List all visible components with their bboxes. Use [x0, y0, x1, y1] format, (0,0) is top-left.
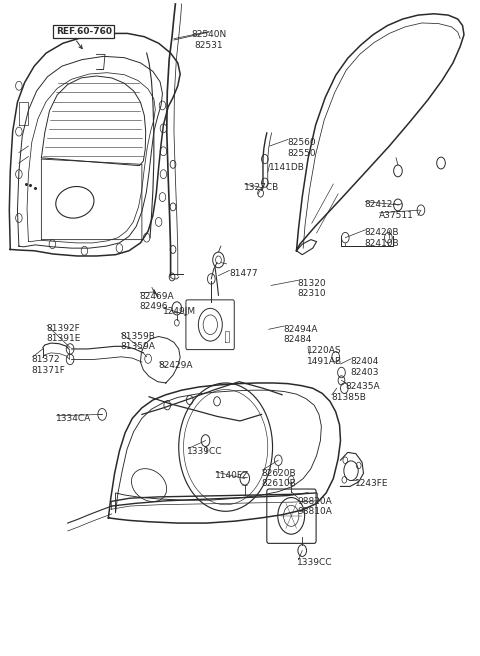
Text: 82620B
82610B: 82620B 82610B	[262, 469, 296, 488]
Text: 1140FZ: 1140FZ	[215, 471, 249, 480]
Text: 81372
81371F: 81372 81371F	[32, 356, 66, 375]
Text: 98820A
98810A: 98820A 98810A	[298, 497, 332, 516]
Text: 82560
82550: 82560 82550	[288, 138, 316, 157]
Text: 1249JM: 1249JM	[163, 307, 196, 316]
Text: 1339CC: 1339CC	[298, 558, 333, 567]
Text: 82420B
82410B: 82420B 82410B	[364, 228, 399, 248]
Text: 82469A
82496: 82469A 82496	[140, 292, 174, 312]
Text: 1220AS
1491AB: 1220AS 1491AB	[307, 346, 342, 366]
Text: 81359B
81359A: 81359B 81359A	[120, 332, 155, 352]
Text: 82494A
82484: 82494A 82484	[283, 325, 318, 344]
Text: 1327CB: 1327CB	[244, 182, 279, 192]
Text: REF.60-760: REF.60-760	[56, 27, 112, 36]
Text: 81392F
81391E: 81392F 81391E	[46, 324, 81, 344]
Text: 81385B: 81385B	[331, 394, 366, 403]
Text: 1243FE: 1243FE	[355, 479, 388, 487]
Text: 81477: 81477	[229, 269, 258, 278]
Text: 1334CA: 1334CA	[56, 415, 91, 423]
Text: 1339CC: 1339CC	[187, 447, 223, 456]
Text: 82429A: 82429A	[158, 361, 193, 370]
Text: 82540N
82531: 82540N 82531	[191, 30, 227, 50]
Text: 82404
82403: 82404 82403	[350, 358, 379, 377]
Text: 81320
82310: 81320 82310	[298, 279, 326, 298]
Text: 82435A: 82435A	[345, 382, 380, 391]
Text: A37511: A37511	[379, 211, 414, 220]
Text: 1141DB: 1141DB	[269, 163, 305, 172]
Text: 82412: 82412	[364, 200, 393, 209]
